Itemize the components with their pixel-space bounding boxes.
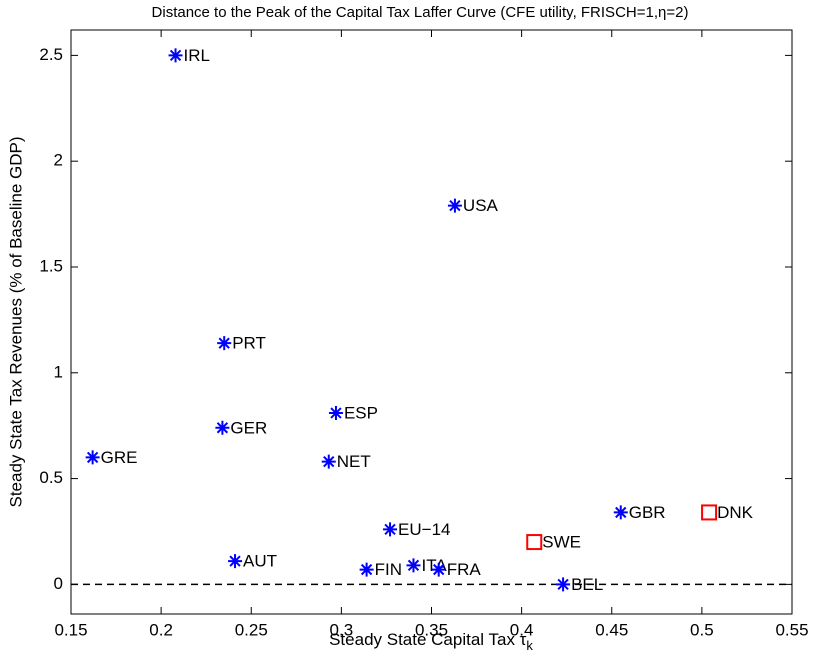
point	[447, 198, 462, 213]
x-axis-label-main: Steady State Capital Tax τ	[329, 630, 527, 649]
point	[701, 504, 718, 521]
point	[228, 554, 243, 569]
y-tick-label: 2.5	[39, 45, 63, 64]
point-label: PRT	[232, 334, 266, 353]
y-tick-label: 1	[54, 362, 63, 381]
y-tick-label: 2	[54, 151, 63, 170]
x-tick-label: 0.5	[690, 620, 714, 639]
point	[431, 562, 446, 577]
x-axis-label: Steady State Capital Tax τk	[329, 630, 533, 653]
x-tick-label: 0.45	[595, 620, 628, 639]
point-label: USA	[463, 196, 499, 215]
point-label: BEL	[571, 575, 603, 594]
x-tick-label: 0.15	[54, 620, 87, 639]
point	[359, 562, 374, 577]
point-label: SWE	[542, 533, 581, 552]
point	[217, 336, 232, 351]
point-label: AUT	[243, 552, 277, 571]
point	[526, 534, 543, 551]
x-tick-label: 0.4	[510, 620, 534, 639]
y-tick-label: 1.5	[39, 256, 63, 275]
y-tick-label: 0	[54, 574, 63, 593]
point	[215, 420, 230, 435]
point-label: ESP	[344, 403, 378, 422]
point	[406, 558, 421, 573]
point-label: IRL	[184, 46, 210, 65]
x-tick-label: 0.55	[775, 620, 808, 639]
y-tick-label: 0.5	[39, 468, 63, 487]
point	[328, 405, 343, 420]
point-label: GBR	[629, 503, 666, 522]
point	[383, 522, 398, 537]
x-tick-label: 0.2	[149, 620, 173, 639]
point	[613, 505, 628, 520]
point-label: GER	[230, 418, 267, 437]
point-label: FIN	[375, 560, 402, 579]
x-axis-label-subscript: k	[526, 638, 533, 653]
point-label: FRA	[447, 560, 482, 579]
point-label: EU−14	[398, 520, 450, 539]
point-label: NET	[337, 452, 371, 471]
y-axis-label: Steady State Tax Revenues (% of Baseline…	[6, 136, 25, 507]
x-tick-label: 0.25	[235, 620, 268, 639]
x-tick-label: 0.35	[415, 620, 448, 639]
chart-title: Distance to the Peak of the Capital Tax …	[152, 4, 689, 21]
point	[556, 577, 571, 592]
point	[168, 48, 183, 63]
x-tick-label: 0.3	[330, 620, 354, 639]
point-label: GRE	[101, 448, 138, 467]
point	[85, 450, 100, 465]
point-label: DNK	[717, 503, 754, 522]
point	[321, 454, 336, 469]
